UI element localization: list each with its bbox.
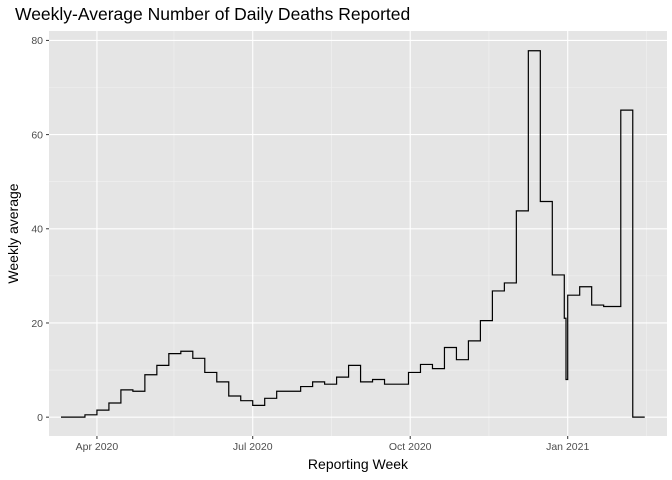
- chart-title: Weekly-Average Number of Daily Deaths Re…: [15, 4, 411, 24]
- x-tick-label: Apr 2020: [76, 441, 119, 453]
- x-axis: Apr 2020 Jul 2020 Oct 2020 Jan 2021: [76, 436, 589, 453]
- series-line: [60, 50, 645, 418]
- y-tick-label: 20: [31, 318, 43, 330]
- major-gridlines: [49, 31, 667, 436]
- minor-gridlines: [49, 31, 667, 436]
- x-tick-label: Jan 2021: [546, 441, 589, 453]
- y-tick-label: 40: [31, 224, 43, 236]
- series-layer: [60, 50, 645, 418]
- y-tick-label: 80: [31, 35, 43, 47]
- x-tick-label: Oct 2020: [389, 441, 432, 453]
- plot-panel: [49, 31, 667, 436]
- x-tick-label: Jul 2020: [233, 441, 273, 453]
- y-axis-title: Weekly average: [5, 183, 21, 283]
- y-tick-label: 60: [31, 129, 43, 141]
- x-axis-title: Reporting Week: [308, 456, 409, 472]
- y-axis: 0 20 40 60 80: [31, 35, 49, 424]
- y-tick-label: 0: [37, 412, 43, 424]
